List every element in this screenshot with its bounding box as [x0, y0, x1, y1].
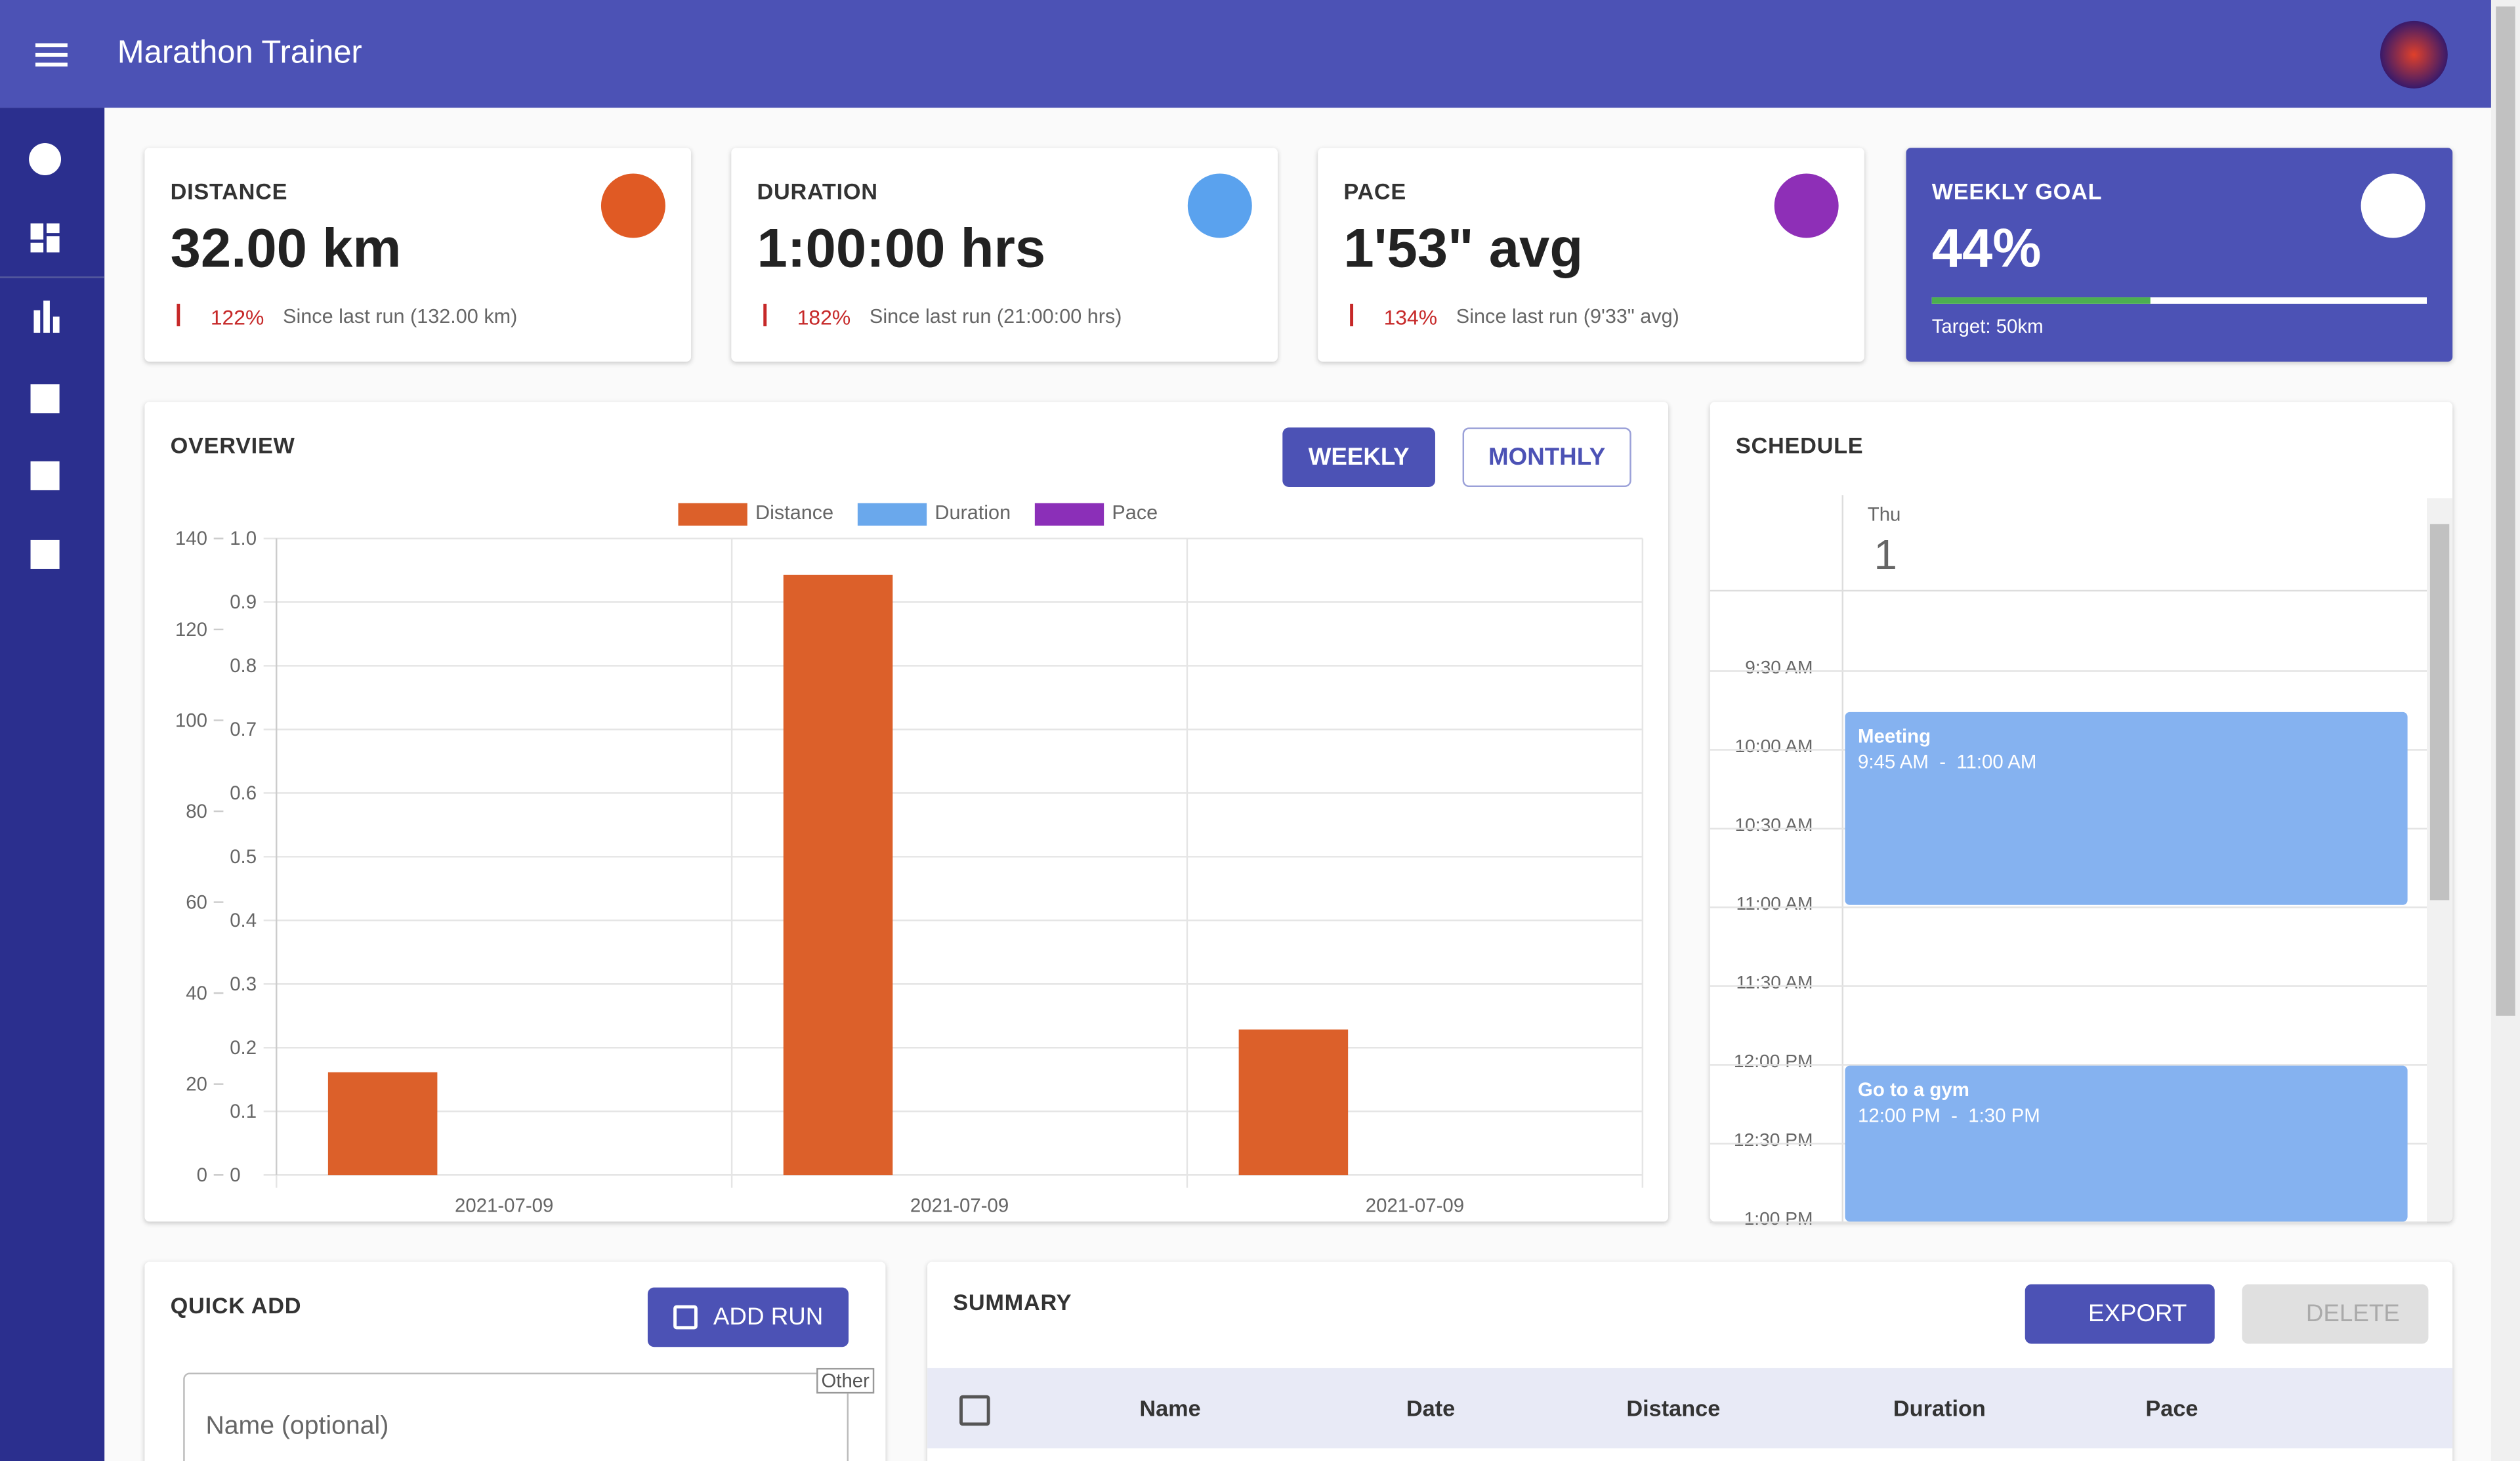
- time-label: 11:00 AM: [1736, 895, 1813, 915]
- time-line: [1710, 1064, 2427, 1066]
- down-arrow: [763, 303, 767, 327]
- time-label: 12:00 PM: [1733, 1053, 1813, 1072]
- event-time: 9:45 AM - 11:00 AM: [1858, 750, 2037, 773]
- name-input[interactable]: [183, 1372, 849, 1461]
- select-all[interactable]: [959, 1395, 990, 1426]
- summary-panel: SUMMARY EXPORT DELETE Name Date Distance Du…: [927, 1261, 2453, 1461]
- table-header: [927, 1368, 2453, 1449]
- card-note: Since last run (21:00:00 hrs): [869, 305, 1122, 328]
- card-note: Since last run (132.00 km): [283, 305, 518, 328]
- avatar[interactable]: [2380, 20, 2448, 89]
- event-time: 12:00 PM - 1:30 PM: [1858, 1104, 2040, 1127]
- event[interactable]: Meeting 9:45 AM - 11:00 AM: [1845, 711, 2408, 905]
- stat-card: PACE 1'53" avg 134% Since last run (9'33" a…: [1318, 148, 1864, 362]
- card-value: 1'53" avg: [1343, 219, 1584, 280]
- time-line: [1710, 985, 2427, 987]
- overview-panel: OVERVIEW WEEKLY MONTHLY: [144, 402, 1669, 1222]
- goal-progress: [1931, 297, 2150, 304]
- time-label: 10:30 AM: [1734, 816, 1813, 836]
- add-run-button[interactable]: ADD RUN: [647, 1287, 849, 1347]
- stat-card: DURATION 1:00:00 hrs 182% Since last run (2…: [731, 148, 1278, 362]
- goal-icon: [2361, 173, 2426, 238]
- time-line: [1710, 670, 2427, 672]
- card-icon: [1187, 173, 1252, 238]
- event[interactable]: Go to a gym 12:00 PM - 1:30 PM: [1845, 1065, 2408, 1222]
- goal-card: WEEKLY GOAL 44% Target: 50km: [1906, 148, 2453, 362]
- day-number: 1: [1874, 530, 1897, 579]
- schedule-title: SCHEDULE: [1735, 432, 1864, 458]
- down-arrow: [1350, 303, 1354, 327]
- overview-title: OVERVIEW: [170, 432, 295, 458]
- time-label: 9:30 AM: [1745, 659, 1813, 679]
- card-label: DISTANCE: [170, 178, 288, 205]
- card-change: 122%: [210, 305, 264, 330]
- column-header[interactable]: Pace: [2145, 1395, 2198, 1421]
- top-bar: [0, 0, 2491, 108]
- stat-card: DISTANCE 32.00 km 122% Since last run (132.…: [144, 148, 692, 362]
- menu-icon[interactable]: [35, 42, 71, 68]
- column-header[interactable]: Date: [1406, 1395, 1456, 1421]
- time-label: 12:30 PM: [1733, 1132, 1813, 1151]
- goal-track: [1931, 297, 2427, 304]
- delete-button[interactable]: DELETE: [2242, 1284, 2429, 1344]
- card-note: Since last run (9'33" avg): [1456, 305, 1679, 328]
- export-label: EXPORT: [2088, 1300, 2187, 1328]
- sidebar: [0, 108, 105, 1461]
- card-icon: [1774, 173, 1839, 238]
- export-button[interactable]: EXPORT: [2025, 1284, 2215, 1344]
- sidebar-icons[interactable]: [0, 108, 105, 590]
- quick-add-panel: QUICK ADD ADD RUN Name (optional) Other: [144, 1261, 886, 1461]
- app-title: Marathon Trainer: [117, 35, 362, 71]
- card-change: 182%: [797, 305, 851, 330]
- card-change: 134%: [1383, 305, 1438, 330]
- goal-target: Target: 50km: [1931, 315, 2044, 338]
- event-title: Go to a gym: [1858, 1078, 1969, 1101]
- weekly-button[interactable]: WEEKLY: [1282, 427, 1435, 488]
- card-icon: [600, 173, 665, 238]
- add-run-label: ADD RUN: [713, 1303, 824, 1331]
- card-value: 1:00:00 hrs: [757, 219, 1046, 280]
- down-arrow: [177, 303, 180, 327]
- column-header[interactable]: Duration: [1893, 1395, 1986, 1421]
- event-title: Meeting: [1858, 725, 1931, 748]
- time-label: 11:30 AM: [1736, 974, 1813, 994]
- scrollbar[interactable]: [2490, 0, 2520, 1461]
- card-label: PACE: [1343, 178, 1407, 205]
- time-line: [1710, 1221, 2427, 1223]
- column-header[interactable]: Name: [1139, 1395, 1201, 1421]
- time-label: 1:00 PM: [1744, 1210, 1813, 1230]
- day-name: Thu: [1867, 503, 1901, 526]
- goal-label: WEEKLY GOAL: [1931, 178, 2103, 205]
- card-label: DURATION: [757, 178, 878, 205]
- name-placeholder: Name (optional): [205, 1412, 389, 1441]
- schedule-scroll[interactable]: [2426, 498, 2453, 1222]
- summary-title: SUMMARY: [953, 1289, 1072, 1315]
- delete-label: DELETE: [2305, 1300, 2400, 1328]
- other-badge: Other: [816, 1368, 875, 1394]
- column-header[interactable]: Distance: [1626, 1395, 1721, 1421]
- monthly-button[interactable]: MONTHLY: [1462, 427, 1631, 488]
- card-value: 32.00 km: [170, 219, 402, 280]
- time-label: 10:00 AM: [1734, 738, 1813, 757]
- goal-value: 44%: [1931, 219, 2042, 280]
- day-divider: [1841, 495, 1844, 1222]
- time-line: [1710, 906, 2427, 908]
- header-divider: [1710, 589, 2427, 592]
- quick-add-title: QUICK ADD: [170, 1292, 302, 1319]
